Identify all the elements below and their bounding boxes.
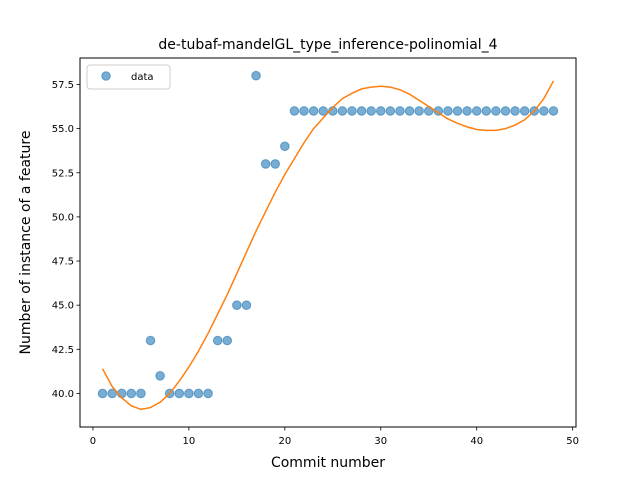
data-point [270, 159, 281, 169]
data-point [519, 106, 530, 116]
y-tick-label: 52.5 [52, 168, 74, 179]
axes-frame [79, 57, 577, 428]
data-point [548, 106, 559, 116]
x-tick-label: 10 [183, 436, 196, 447]
data-point [232, 300, 242, 310]
data-point [471, 106, 482, 116]
data-point [203, 388, 213, 399]
y-tick-label: 47.5 [52, 257, 74, 268]
data-point [347, 106, 357, 116]
x-tick-label: 40 [470, 436, 483, 447]
data-point [443, 106, 453, 116]
data-point [155, 370, 165, 381]
y-tick-label: 50.0 [52, 212, 74, 223]
data-point [414, 106, 424, 116]
plot-area [97, 70, 559, 411]
x-axis-label: Commit number [271, 455, 385, 471]
y-tick-label: 40.0 [52, 389, 74, 400]
data-point [337, 106, 348, 116]
data-point [481, 106, 492, 116]
data-point [366, 106, 376, 116]
y-axis-label: Number of instance of a feature [18, 131, 34, 355]
data-point [433, 106, 444, 116]
y-tick-label: 45.0 [52, 301, 74, 312]
data-point [491, 106, 501, 116]
data-point [145, 335, 156, 346]
x-tick-label: 20 [278, 436, 291, 447]
data-point [174, 388, 185, 399]
y-tick-label: 57.5 [52, 80, 74, 91]
data-point [318, 106, 329, 116]
data-point [107, 388, 117, 399]
x-tick-label: 30 [374, 436, 387, 447]
data-point [97, 388, 108, 399]
legend-box [86, 64, 171, 90]
x-axis: 0 10 20 30 40 50 [90, 427, 579, 447]
data-point [260, 159, 271, 169]
y-axis: 40.0 42.5 45.0 47.5 50.0 52.5 55.0 57.5 [52, 80, 80, 400]
data-point [500, 106, 511, 116]
legend: data [86, 64, 171, 90]
data-point [385, 106, 396, 116]
x-tick-label: 50 [566, 436, 579, 447]
data-point [395, 106, 405, 116]
data-point [375, 106, 386, 116]
data-point [280, 141, 290, 152]
data-point [251, 70, 261, 81]
chart-title: de-tubaf-mandelGL_type_inference-polinom… [158, 37, 497, 53]
data-point [184, 388, 194, 399]
legend-label: data [131, 72, 154, 83]
data-point [452, 106, 463, 116]
data-point [222, 335, 233, 346]
legend-marker [101, 71, 111, 81]
data-point [462, 106, 472, 116]
data-point [299, 106, 309, 116]
data-point [356, 106, 367, 116]
x-tick-label: 0 [90, 436, 96, 447]
data-point [289, 106, 300, 116]
data-point [212, 335, 223, 346]
data-point [193, 388, 204, 399]
data-point [136, 388, 146, 399]
fit-line [101, 80, 555, 411]
data-point [539, 106, 549, 116]
y-tick-label: 42.5 [52, 345, 74, 356]
data-point [126, 388, 137, 399]
data-point [404, 106, 415, 116]
y-tick-label: 55.0 [52, 124, 74, 135]
data-point [510, 106, 520, 116]
data-point [308, 106, 319, 116]
data-point [241, 300, 252, 310]
